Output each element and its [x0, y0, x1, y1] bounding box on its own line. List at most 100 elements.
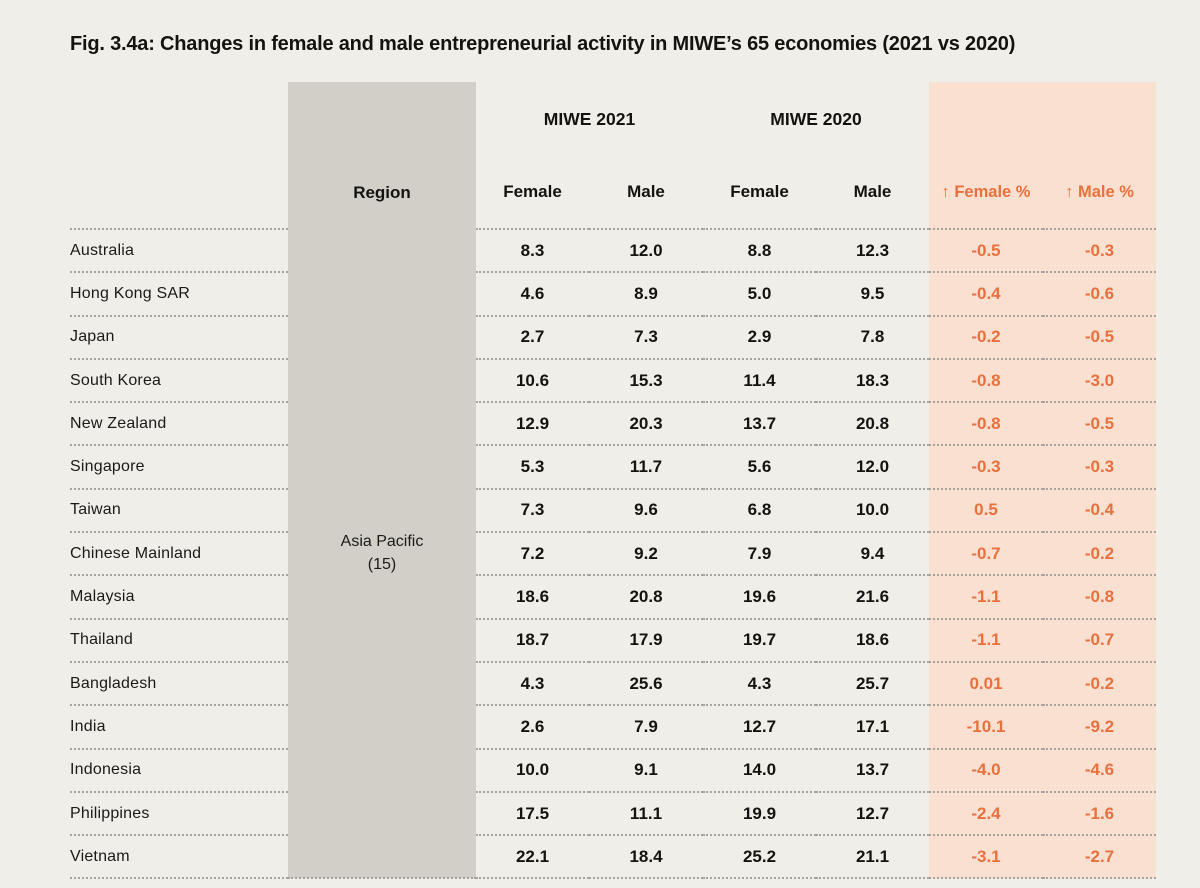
value-cell: 20.8: [589, 575, 703, 620]
group-header-miwe-2021: MIWE 2021: [543, 108, 636, 129]
country-cell: Bangladesh: [70, 661, 288, 707]
value-cell: 19.6: [703, 575, 816, 620]
value-cell: 7.8: [816, 315, 929, 360]
table-row: Thailand 18.7 17.9 19.7 18.6 -1.1 -0.7: [70, 618, 1156, 663]
value-cell: 2.6: [476, 705, 589, 750]
country-cell: Malaysia: [70, 575, 288, 620]
table-row: India 2.6 7.9 12.7 17.1 -10.1 -9.2: [70, 705, 1156, 750]
country-cell: India: [70, 705, 288, 750]
country-cell: Philippines: [70, 791, 288, 837]
value-cell: 20.3: [589, 402, 703, 447]
table-row: Malaysia 18.6 20.8 19.6 21.6 -1.1 -0.8: [70, 575, 1156, 620]
value-cell: 25.7: [816, 661, 929, 707]
value-cell: 5.0: [703, 272, 816, 317]
value-cell: 18.6: [476, 575, 589, 620]
value-cell: 10.0: [816, 488, 929, 534]
table-body: Australia Asia Pacific (15) 8.3 12.0 8.8 12.3-…: [70, 229, 1156, 880]
table-row: Chinese Mainland 7.2 9.2 7.9 9.4 -0.7 -0.2: [70, 532, 1156, 577]
change-cell: -0.6: [1043, 272, 1156, 317]
region-group-cell: Asia Pacific (15): [288, 229, 476, 880]
value-cell: 7.2: [476, 532, 589, 577]
country-cell: Australia: [70, 229, 288, 274]
change-cell: 0.01: [929, 661, 1043, 707]
value-cell: 11.7: [589, 445, 703, 490]
country-cell: Vietnam: [70, 835, 288, 880]
change-cell: -3.0: [1043, 358, 1156, 404]
region-column-header-top: [288, 82, 476, 156]
group-header-row: MIWE 2021 MIWE 2020: [70, 82, 1156, 156]
value-cell: 9.4: [816, 532, 929, 577]
male-2020-column-header: Male: [816, 156, 929, 230]
table-row: Philippines 17.5 11.1 19.9 12.7 -2.4 -1.6: [70, 791, 1156, 837]
change-cell: -0.7: [1043, 618, 1156, 663]
value-cell: 7.3: [589, 315, 703, 360]
value-cell: 13.7: [816, 748, 929, 793]
change-cell: -0.4: [1043, 488, 1156, 534]
change-cell: -0.5: [1043, 315, 1156, 360]
value-cell: 4.3: [703, 661, 816, 707]
value-cell: 8.9: [589, 272, 703, 317]
country-cell: Japan: [70, 315, 288, 360]
value-cell: 19.7: [703, 618, 816, 663]
country-cell: New Zealand: [70, 402, 288, 447]
change-cell: -0.3: [929, 445, 1043, 490]
value-cell: 4.6: [476, 272, 589, 317]
table-row: New Zealand 12.9 20.3 13.7 20.8 -0.8 -0.5: [70, 402, 1156, 447]
value-cell: 18.4: [589, 835, 703, 880]
value-cell: 8.8: [703, 229, 816, 274]
value-cell: 5.6: [703, 445, 816, 490]
table-row: Singapore 5.3 11.7 5.6 12.0 -0.3 -0.3: [70, 445, 1156, 490]
value-cell: 12.0: [589, 229, 703, 274]
table-row: Australia Asia Pacific (15) 8.3 12.0 8.8 12.3-…: [70, 229, 1156, 880]
change-cell: -4.0: [929, 748, 1043, 793]
value-cell: 5.3: [476, 445, 589, 490]
value-cell: 9.6: [589, 488, 703, 534]
change-cell: -1.6: [1043, 791, 1156, 837]
change-cell: -0.8: [929, 358, 1043, 404]
change-cell: -0.4: [929, 272, 1043, 317]
value-cell: 7.9: [703, 532, 816, 577]
change-cell: -4.6: [1043, 748, 1156, 793]
table-row: Bangladesh 4.3 25.6 4.3 25.7 0.01 -0.2: [70, 661, 1156, 707]
change-cell: -0.7: [929, 532, 1043, 577]
country-cell: Chinese Mainland: [70, 532, 288, 577]
group-header-miwe-2020: MIWE 2020: [770, 108, 862, 129]
change-cell: -0.3: [1043, 445, 1156, 490]
table-row: South Korea 10.6 15.3 11.4 18.3 -0.8 -3.0: [70, 358, 1156, 404]
change-cell: -2.4: [929, 791, 1043, 837]
change-cell: -0.2: [1043, 532, 1156, 577]
value-cell: 25.2: [703, 835, 816, 880]
value-cell: 18.3: [816, 358, 929, 404]
value-cell: 19.9: [703, 791, 816, 837]
value-cell: 2.7: [476, 315, 589, 360]
table-row: Hong Kong SAR 4.6 8.9 5.0 9.5 -0.4 -0.6: [70, 272, 1156, 317]
country-cell: Taiwan: [70, 488, 288, 534]
country-column-header: [70, 156, 288, 230]
value-cell: 18.7: [476, 618, 589, 663]
female-change-column-header: ↑ Female %: [929, 156, 1043, 230]
value-cell: 14.0: [703, 748, 816, 793]
column-header-row: Region Female Male Female Male ↑ Female …: [70, 156, 1156, 230]
value-cell: 10.6: [476, 358, 589, 404]
value-cell: 8.3: [476, 229, 589, 274]
value-cell: 9.2: [589, 532, 703, 577]
value-cell: 18.6: [816, 618, 929, 663]
table-row: Japan 2.7 7.3 2.9 7.8 -0.2 -0.5: [70, 315, 1156, 360]
female-2020-column-header: Female: [703, 156, 816, 230]
country-cell: Singapore: [70, 445, 288, 490]
table-header: MIWE 2021 MIWE 2020 Region Female Male F…: [70, 82, 1156, 230]
value-cell: 7.9: [589, 705, 703, 750]
region-column-header: Region: [288, 156, 476, 229]
region-group-count: (15): [367, 556, 397, 574]
value-cell: 12.7: [703, 705, 816, 750]
value-cell: 11.1: [589, 791, 703, 837]
value-cell: 17.9: [589, 618, 703, 663]
country-cell: South Korea: [70, 358, 288, 404]
value-cell: 21.1: [816, 835, 929, 880]
country-cell: Indonesia: [70, 748, 288, 793]
change-cell: -1.1: [929, 575, 1043, 620]
change-cell: -0.5: [1043, 402, 1156, 447]
male-change-column-header: ↑ Male %: [1043, 156, 1156, 230]
table-row: Indonesia 10.0 9.1 14.0 13.7 -4.0 -4.6: [70, 748, 1156, 793]
